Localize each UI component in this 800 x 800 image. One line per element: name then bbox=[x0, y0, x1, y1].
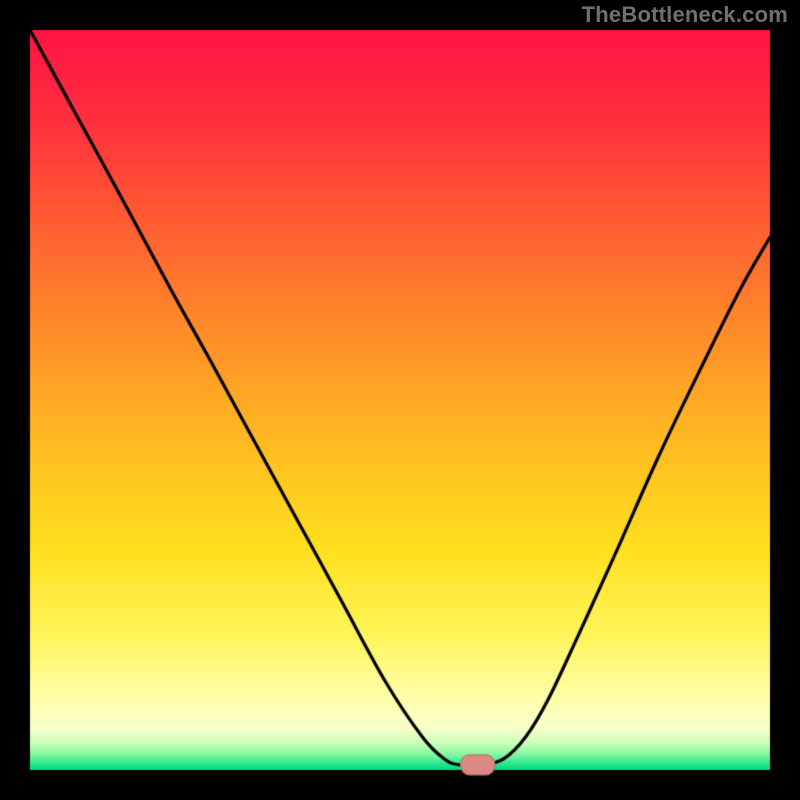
chart-stage: TheBottleneck.com bbox=[0, 0, 800, 800]
bottleneck-chart-canvas bbox=[0, 0, 800, 800]
watermark-text: TheBottleneck.com bbox=[582, 2, 788, 28]
